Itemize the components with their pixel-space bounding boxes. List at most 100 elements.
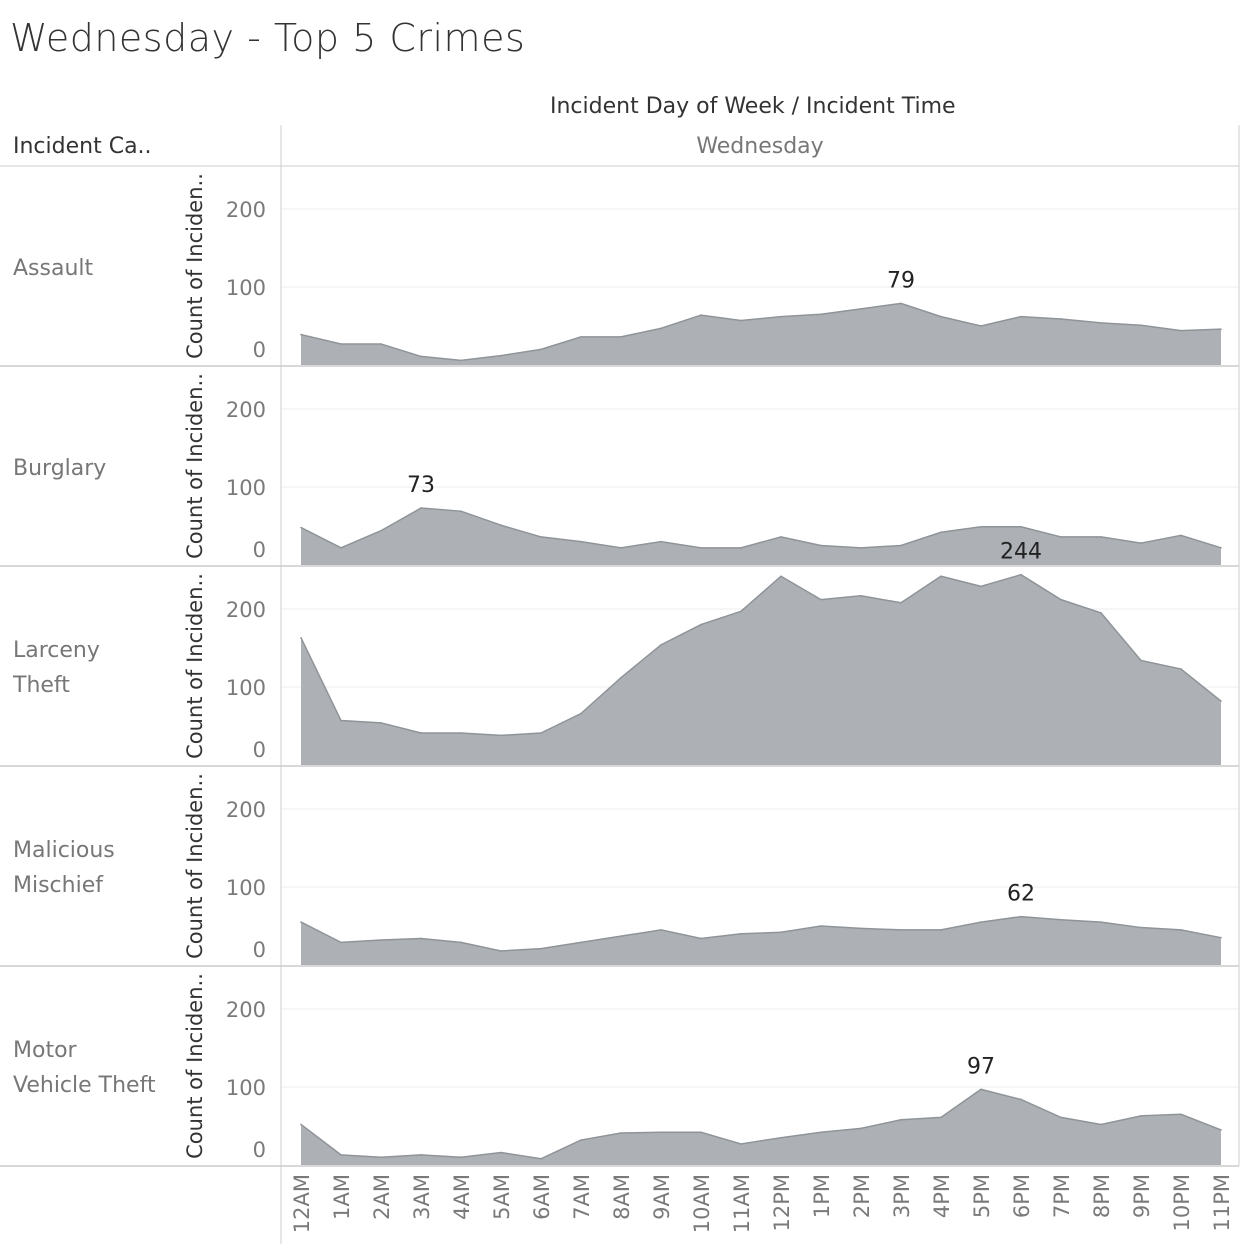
row-label: Assault (13, 251, 93, 286)
peak-annotation: 97 (967, 1054, 995, 1079)
data-point (300, 921, 302, 923)
row-label-line: Theft (13, 673, 70, 698)
x-tick-label: 9AM (650, 1174, 674, 1220)
data-point (740, 319, 742, 322)
x-tick-label: 12PM (770, 1174, 794, 1232)
data-point (900, 601, 902, 604)
data-point (780, 1136, 782, 1139)
data-point (1220, 700, 1222, 702)
data-point (500, 950, 502, 952)
data-point (1220, 328, 1222, 330)
data-point (340, 719, 342, 722)
area-line (300, 573, 1222, 737)
data-point (500, 734, 502, 737)
x-tick-label: 9PM (1130, 1174, 1154, 1218)
row-label-line: Malicious (13, 838, 115, 863)
x-tick-label: 2PM (850, 1174, 874, 1218)
data-point (420, 937, 422, 940)
peak-annotation: 73 (407, 473, 435, 498)
data-point (1180, 668, 1182, 670)
y-axis-title: Count of Inciden.. (183, 573, 207, 759)
data-point (380, 939, 382, 941)
data-point (860, 927, 862, 930)
y-tick-label: 100 (226, 276, 266, 300)
data-point (980, 1088, 982, 1091)
data-point (1060, 1116, 1062, 1119)
peak-annotation: 79 (887, 268, 915, 293)
x-tick-label: 11PM (1210, 1174, 1234, 1232)
area-series (301, 916, 1221, 965)
data-point (380, 343, 382, 345)
data-point (1180, 534, 1182, 537)
data-point (460, 941, 462, 944)
data-point (660, 929, 662, 931)
peak-annotation: 244 (1000, 540, 1042, 565)
data-point (1140, 324, 1142, 327)
data-point (460, 1156, 462, 1158)
data-point (420, 355, 422, 358)
x-tick-label: 10AM (690, 1174, 714, 1233)
data-point (700, 623, 702, 626)
data-point (1180, 329, 1182, 332)
data-point (740, 610, 742, 613)
row-label: Malicious Mischief (13, 833, 115, 903)
data-point (940, 929, 942, 931)
data-point (1180, 929, 1182, 931)
row-label: Motor Vehicle Theft (13, 1033, 156, 1103)
data-point (1220, 1129, 1222, 1131)
x-tick-label: 2AM (370, 1174, 394, 1220)
row-label-line: Burglary (13, 455, 107, 481)
data-point (820, 1131, 822, 1134)
data-point (1140, 542, 1142, 544)
data-point (940, 1116, 942, 1119)
data-point (860, 1127, 862, 1130)
data-point (780, 315, 782, 318)
x-tick-label: 6PM (1010, 1174, 1034, 1218)
data-point (1100, 1123, 1102, 1126)
data-point (700, 547, 702, 549)
x-tick-label: 7PM (1050, 1174, 1074, 1218)
data-point (900, 544, 902, 547)
data-point (980, 585, 982, 588)
data-point (420, 1154, 422, 1156)
data-point (1020, 315, 1022, 318)
y-tick-label: 100 (226, 476, 266, 500)
data-point (620, 935, 622, 937)
data-point (900, 302, 902, 305)
data-point (1060, 918, 1062, 921)
y-tick-label: 100 (226, 1076, 266, 1100)
data-point (460, 510, 462, 512)
area-line (300, 302, 1222, 362)
y-axis-title: Count of Inciden.. (183, 373, 207, 559)
data-point (620, 676, 622, 679)
data-point (660, 327, 662, 330)
data-point (660, 1131, 662, 1134)
area-line (300, 507, 1222, 549)
x-tick-label: 3PM (890, 1174, 914, 1218)
data-point (620, 547, 622, 549)
data-point (700, 1131, 702, 1134)
data-point (1100, 536, 1102, 538)
data-point (740, 1143, 742, 1145)
data-point (380, 722, 382, 724)
data-point (340, 343, 342, 345)
data-point (540, 947, 542, 950)
data-point (860, 308, 862, 310)
data-point (420, 732, 422, 734)
data-point (1020, 573, 1022, 576)
data-point (860, 594, 862, 597)
y-tick-label: 200 (226, 998, 266, 1022)
y-axis-title: Count of Inciden.. (183, 173, 207, 359)
data-point (500, 1151, 502, 1154)
data-point (1180, 1113, 1182, 1116)
area-series (301, 508, 1221, 565)
x-tick-label: 8AM (610, 1174, 634, 1220)
data-point (380, 1156, 382, 1158)
y-tick-label: 100 (226, 876, 266, 900)
data-point (580, 941, 582, 944)
data-point (1060, 536, 1062, 538)
data-point (1020, 1098, 1022, 1101)
data-point (780, 931, 782, 934)
data-point (1100, 612, 1102, 614)
data-point (1140, 926, 1142, 929)
